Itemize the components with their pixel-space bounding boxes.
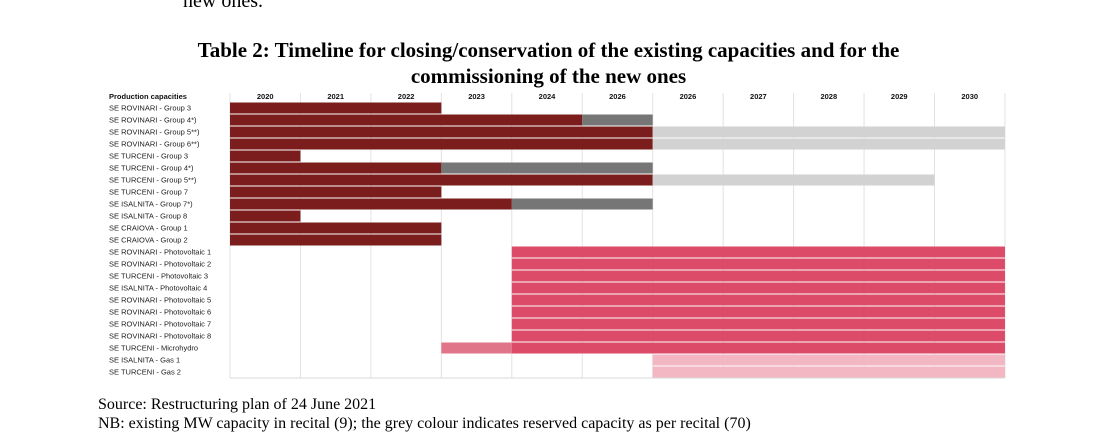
- row-label: SE TURCENI - Group 5**): [109, 176, 197, 185]
- year-header-2028: 2028: [820, 92, 837, 101]
- row-label: SE ROVINARI - Group 5**): [109, 128, 200, 137]
- timeline-bar-new-capacity: [511, 342, 1005, 354]
- row-label: SE ISALNITA - Photovoltaic 4: [109, 284, 207, 293]
- row-label: SE CRAIOVA - Group 1: [109, 224, 188, 233]
- row-label: SE CRAIOVA - Group 2: [109, 236, 188, 245]
- timeline-bar-new-capacity: [511, 270, 1005, 282]
- timeline-gantt-svg: Production capacities 2020 2021 2022 2023 202…: [109, 92, 1006, 379]
- timeline-bar-gas: [652, 366, 1005, 378]
- timeline-bar-reserved-dark: [582, 114, 653, 126]
- timeline-bar-existing: [230, 162, 442, 174]
- row-label: SE TURCENI - Group 4*): [109, 164, 194, 173]
- timeline-bar-existing: [230, 126, 653, 138]
- year-header-2022: 2022: [398, 92, 415, 101]
- row-label: SE ROVINARI - Photovoltaic 6: [109, 308, 211, 317]
- timeline-bar-existing: [230, 234, 442, 246]
- timeline-bar-existing: [230, 150, 301, 162]
- timeline-bar-reserved-light: [652, 174, 935, 186]
- timeline-bar-reserved-light: [652, 138, 1005, 150]
- row-label: SE TURCENI - Group 3: [109, 152, 188, 161]
- timeline-bar-microhydro: [441, 342, 512, 354]
- year-header-2020: 2020: [257, 92, 274, 101]
- row-label: SE ISALNITA - Group 8: [109, 212, 187, 221]
- year-header-2023: 2023: [468, 92, 485, 101]
- timeline-bar-new-capacity: [511, 294, 1005, 306]
- previous-text-fragment: new ones.: [183, 0, 263, 12]
- timeline-bar-new-capacity: [511, 246, 1005, 258]
- year-header-2024: 2024: [539, 92, 557, 101]
- row-label: SE ROVINARI - Photovoltaic 5: [109, 296, 211, 305]
- timeline-bar-existing: [230, 114, 583, 126]
- timeline-bar-new-capacity: [511, 306, 1005, 318]
- timeline-bar-gas: [652, 354, 1005, 366]
- timeline-bar-new-capacity: [511, 258, 1005, 270]
- timeline-bar-existing: [230, 198, 512, 210]
- timeline-bar-reserved-dark: [441, 162, 653, 174]
- header-production-capacities: Production capacities: [109, 92, 187, 101]
- row-label: SE TURCENI - Photovoltaic 3: [109, 272, 208, 281]
- timeline-bar-existing: [230, 210, 301, 222]
- timeline-bar-reserved-dark: [511, 198, 653, 210]
- timeline-bar-reserved-light: [652, 126, 1005, 138]
- year-header-2030: 2030: [961, 92, 978, 101]
- row-label: SE ROVINARI - Group 6**): [109, 140, 200, 149]
- year-header-2021: 2021: [327, 92, 344, 101]
- year-header-2027: 2027: [750, 92, 767, 101]
- row-label: SE ROVINARI - Photovoltaic 8: [109, 332, 211, 341]
- row-label: SE ROVINARI - Photovoltaic 7: [109, 320, 211, 329]
- year-header-2029: 2029: [891, 92, 908, 101]
- row-label: SE ROVINARI - Group 4*): [109, 116, 197, 125]
- timeline-bar-existing: [230, 222, 442, 234]
- row-label: SE ISALNITA - Group 7*): [109, 200, 193, 209]
- timeline-bar-existing: [230, 174, 653, 186]
- nb-note: NB: existing MW capacity in recital (9);…: [98, 415, 751, 432]
- row-label: SE TURCENI - Group 7: [109, 188, 188, 197]
- timeline-bar-existing: [230, 138, 653, 150]
- timeline-gantt-table: Production capacities 2020 2021 2022 2023 202…: [105, 90, 1007, 380]
- timeline-bar-new-capacity: [511, 282, 1005, 294]
- row-label: SE TURCENI - Microhydro: [109, 344, 198, 353]
- timeline-bar-existing: [230, 102, 442, 114]
- row-label: SE ISALNITA - Gas 1: [109, 356, 180, 365]
- year-header-2026: 2026: [609, 92, 626, 101]
- row-label: SE ROVINARI - Photovoltaic 1: [109, 248, 211, 257]
- row-label: SE TURCENI - Gas 2: [109, 368, 181, 377]
- timeline-bar-existing: [230, 186, 442, 198]
- timeline-bar-new-capacity: [511, 330, 1005, 342]
- row-label: SE ROVINARI - Photovoltaic 2: [109, 260, 211, 269]
- row-label: SE ROVINARI - Group 3: [109, 104, 191, 113]
- table-title-line-1: Table 2: Timeline for closing/conservati…: [197, 38, 900, 62]
- source-note: Source: Restructuring plan of 24 June 20…: [98, 396, 377, 413]
- timeline-bar-new-capacity: [511, 318, 1005, 330]
- year-header-2026: 2026: [680, 92, 697, 101]
- table-title-line-2: commissioning of the new ones: [410, 64, 687, 88]
